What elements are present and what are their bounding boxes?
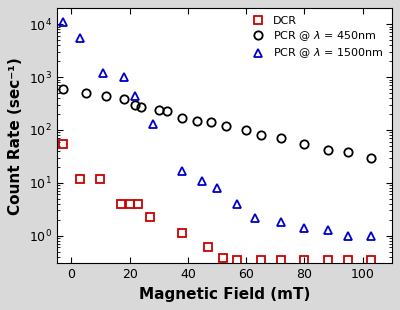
DCR [78,177,82,180]
PCR @ $\lambda$ = 450nm [325,148,330,152]
PCR @ $\lambda$ = 450nm [369,156,374,159]
DCR [206,246,211,249]
PCR @ $\lambda$ = 450nm [84,91,88,95]
PCR @ $\lambda$ = 450nm [244,128,248,132]
DCR [127,202,132,206]
PCR @ $\lambda$ = 450nm [194,119,199,122]
DCR [369,258,374,262]
DCR [118,202,123,206]
PCR @ $\lambda$ = 1500nm [200,179,205,183]
PCR @ $\lambda$ = 450nm [302,142,307,145]
PCR @ $\lambda$ = 1500nm [346,234,350,237]
DCR [279,258,284,262]
PCR @ $\lambda$ = 450nm [346,150,350,154]
DCR [235,258,240,262]
DCR [302,258,307,262]
DCR [258,258,263,262]
DCR [60,142,65,145]
Line: PCR @ $\lambda$ = 450nm: PCR @ $\lambda$ = 450nm [58,85,376,162]
PCR @ $\lambda$ = 450nm [279,136,284,140]
PCR @ $\lambda$ = 1500nm [235,202,240,206]
PCR @ $\lambda$ = 450nm [258,133,263,137]
PCR @ $\lambda$ = 1500nm [252,216,257,219]
PCR @ $\lambda$ = 1500nm [302,226,307,230]
PCR @ $\lambda$ = 450nm [209,120,214,124]
PCR @ $\lambda$ = 1500nm [78,36,82,40]
DCR [220,256,225,260]
PCR @ $\lambda$ = 1500nm [101,71,106,75]
PCR @ $\lambda$ = 1500nm [325,228,330,232]
PCR @ $\lambda$ = 450nm [104,95,109,98]
DCR [325,258,330,262]
PCR @ $\lambda$ = 1500nm [180,169,184,172]
PCR @ $\lambda$ = 1500nm [279,220,284,224]
DCR [346,258,350,262]
PCR @ $\lambda$ = 450nm [139,105,144,109]
Y-axis label: Count Rate (sec⁻¹): Count Rate (sec⁻¹) [8,57,23,215]
PCR @ $\lambda$ = 450nm [223,124,228,128]
PCR @ $\lambda$ = 1500nm [121,75,126,79]
PCR @ $\lambda$ = 1500nm [133,95,138,98]
DCR [98,177,103,180]
X-axis label: Magnetic Field (mT): Magnetic Field (mT) [138,287,310,302]
PCR @ $\lambda$ = 450nm [156,108,161,112]
Line: PCR @ $\lambda$ = 1500nm: PCR @ $\lambda$ = 1500nm [58,18,376,240]
DCR [136,202,141,206]
PCR @ $\lambda$ = 450nm [133,104,138,107]
PCR @ $\lambda$ = 1500nm [214,186,219,190]
Legend: DCR, PCR @ $\lambda$ = 450nm, PCR @ $\lambda$ = 1500nm: DCR, PCR @ $\lambda$ = 450nm, PCR @ $\la… [244,14,386,63]
PCR @ $\lambda$ = 450nm [60,87,65,91]
PCR @ $\lambda$ = 450nm [180,117,184,120]
Line: DCR: DCR [58,140,376,264]
DCR [180,232,184,235]
DCR [148,215,152,218]
PCR @ $\lambda$ = 450nm [165,109,170,113]
PCR @ $\lambda$ = 450nm [121,97,126,101]
PCR @ $\lambda$ = 1500nm [369,234,374,237]
PCR @ $\lambda$ = 1500nm [150,122,155,126]
PCR @ $\lambda$ = 1500nm [60,20,65,24]
